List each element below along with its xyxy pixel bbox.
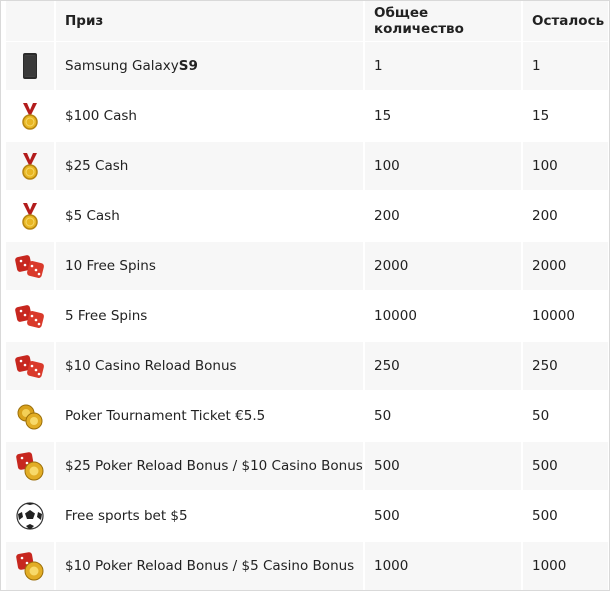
soccer-ball-icon [16,502,44,530]
prize-name: 10 Free Spins [65,258,156,274]
total-count: 100 [374,158,400,174]
prize-model: S9 [178,58,198,74]
table-row: Samsung Galaxy S9 1 1 [2,42,608,90]
prize-name: 5 Free Spins [65,308,148,324]
total-count: 15 [374,108,392,124]
table-row: $25 Poker Reload Bonus / $10 Casino Bonu… [2,442,608,490]
remaining-count: 100 [532,158,558,174]
prize-name: Poker Tournament Ticket €5.5 [65,408,266,424]
remaining-count: 500 [532,508,558,524]
remaining-count: 15 [532,108,550,124]
header-total: Общее количество [365,1,521,41]
header-icon-cell [6,1,54,41]
header-prize: Приз [56,1,363,41]
prize-name: Free sports bet $5 [65,508,188,524]
medal-icon [22,103,38,130]
table-row: $5 Cash 200 200 [2,192,608,240]
remaining-count: 200 [532,208,558,224]
remaining-count: 250 [532,358,558,374]
total-count: 500 [374,508,400,524]
dice-icon [15,305,44,328]
table-row: Free sports bet $5 500 500 [2,492,608,540]
total-count: 200 [374,208,400,224]
chips-icon [17,404,43,430]
total-count: 10000 [374,308,417,324]
total-count: 250 [374,358,400,374]
total-count: 50 [374,408,392,424]
dice-chip-icon [16,452,44,481]
prize-name: $100 Cash [65,108,137,124]
table-row: Poker Tournament Ticket €5.5 50 50 [2,392,608,440]
prize-name: $10 Poker Reload Bonus / $5 Casino Bonus [65,558,355,574]
remaining-count: 2000 [532,258,567,274]
total-count: 1 [374,58,383,74]
table-row: 10 Free Spins 2000 2000 [2,242,608,290]
total-count: 500 [374,458,400,474]
table-row: $10 Casino Reload Bonus 250 250 [2,342,608,390]
table-row: $10 Poker Reload Bonus / $5 Casino Bonus… [2,542,608,590]
dice-icon [15,355,44,378]
prize-name: Samsung Galaxy [65,58,179,74]
remaining-count: 1000 [532,558,567,574]
medal-icon [22,203,38,230]
dice-icon [15,255,44,278]
remaining-count: 50 [532,408,550,424]
remaining-count: 1 [532,58,541,74]
prize-name: $25 Poker Reload Bonus / $10 Casino Bonu… [65,458,363,474]
header-remaining: Осталось [523,1,608,41]
prize-name: $25 Cash [65,158,129,174]
prize-name: $5 Cash [65,208,120,224]
total-count: 1000 [374,558,409,574]
table-row: 5 Free Spins 10000 10000 [2,292,608,340]
table-row: $25 Cash 100 100 [2,142,608,190]
phone-icon [23,53,37,79]
remaining-count: 500 [532,458,558,474]
dice-chip-icon [16,552,44,581]
remaining-count: 10000 [532,308,575,324]
table-row: $100 Cash 15 15 [2,92,608,140]
total-count: 2000 [374,258,409,274]
table-header-row: Приз Общее количество Осталось [2,1,608,41]
prize-name: $10 Casino Reload Bonus [65,358,237,374]
medal-icon [22,153,38,180]
